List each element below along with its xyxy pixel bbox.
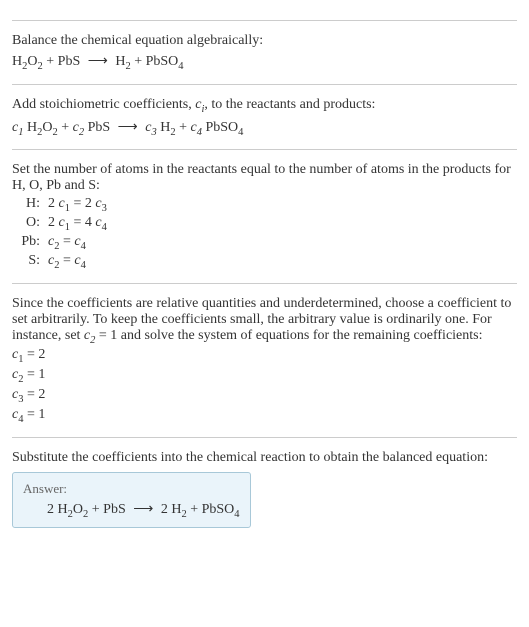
plus-sign: +	[43, 54, 58, 69]
coef-c2: c2	[73, 120, 84, 135]
species-pbs: PbS	[103, 502, 126, 517]
element-equation: c2 = c4	[48, 253, 86, 271]
answer-title: Answer:	[23, 481, 240, 497]
section-answer: Substitute the coefficients into the che…	[12, 437, 517, 529]
atom-equation-row: H:2 c1 = 2 c3	[12, 196, 517, 214]
solution-row: c1 = 2	[12, 347, 517, 365]
instruction-text: Set the number of atoms in the reactants…	[12, 162, 517, 194]
balanced-equation: 2 H2O2 + PbS ⟶ 2 H2 + PbSO4	[23, 501, 240, 520]
solution-table: c1 = 2 c2 = 1 c3 = 2 c4 = 1	[12, 347, 517, 424]
species-h2o2: H2O2	[27, 120, 58, 135]
answer-box: Answer: 2 H2O2 + PbS ⟶ 2 H2 + PbSO4	[12, 472, 251, 529]
species-pbso4: PbSO4	[146, 54, 184, 69]
plus-sign: +	[187, 502, 202, 517]
species-pbso4: PbSO4	[205, 120, 243, 135]
coef-c3: c3	[145, 120, 156, 135]
element-equation: 2 c1 = 4 c4	[48, 215, 107, 233]
reaction-arrow: ⟶	[118, 120, 138, 135]
atom-equation-row: O:2 c1 = 4 c4	[12, 215, 517, 233]
plus-sign: +	[88, 502, 103, 517]
species-pbs: PbS	[58, 54, 81, 69]
element-equation: c2 = c4	[48, 234, 86, 252]
coef-c4: c4	[191, 120, 202, 135]
plus-sign: +	[176, 120, 191, 135]
unbalanced-equation: H2O2 + PbS ⟶ H2 + PbSO4	[12, 53, 517, 72]
solution-row: c3 = 2	[12, 387, 517, 405]
coefficient: 2	[47, 502, 58, 517]
plus-sign: +	[131, 54, 146, 69]
species-h2: H2	[115, 54, 130, 69]
section-solve: Since the coefficients are relative quan…	[12, 283, 517, 425]
element-label: Pb:	[12, 234, 48, 252]
section-atom-equations: Set the number of atoms in the reactants…	[12, 149, 517, 270]
section-problem: Balance the chemical equation algebraica…	[12, 20, 517, 72]
coefficient: 2	[161, 502, 172, 517]
species-h2: H2	[160, 120, 175, 135]
species-pbs: PbS	[88, 120, 111, 135]
instruction-text: Substitute the coefficients into the che…	[12, 450, 517, 466]
variable-c2: c2	[84, 328, 95, 343]
coef-c1: c1	[12, 120, 23, 135]
species-h2o2: H2O2	[12, 54, 43, 69]
species-pbso4: PbSO4	[202, 502, 240, 517]
section-coefficients: Add stoichiometric coefficients, ci, to …	[12, 84, 517, 138]
instruction-text: Balance the chemical equation algebraica…	[12, 33, 517, 49]
element-equation: 2 c1 = 2 c3	[48, 196, 107, 214]
species-h2o2: H2O2	[58, 502, 89, 517]
coefficient-equation: c1 H2O2 + c2 PbS ⟶ c3 H2 + c4 PbSO4	[12, 119, 517, 138]
reaction-arrow: ⟶	[88, 54, 108, 69]
atom-equation-table: H:2 c1 = 2 c3O:2 c1 = 4 c4Pb:c2 = c4S:c2…	[12, 196, 517, 270]
solution-row: c2 = 1	[12, 367, 517, 385]
element-label: S:	[12, 253, 48, 271]
element-label: O:	[12, 215, 48, 233]
atom-equation-row: S:c2 = c4	[12, 253, 517, 271]
atom-equation-row: Pb:c2 = c4	[12, 234, 517, 252]
plus-sign: +	[58, 120, 73, 135]
instruction-text: Since the coefficients are relative quan…	[12, 296, 517, 346]
instruction-text: Add stoichiometric coefficients, ci, to …	[12, 97, 517, 115]
element-label: H:	[12, 196, 48, 214]
reaction-arrow: ⟶	[133, 502, 153, 517]
solution-row: c4 = 1	[12, 407, 517, 425]
species-h2: H2	[171, 502, 186, 517]
